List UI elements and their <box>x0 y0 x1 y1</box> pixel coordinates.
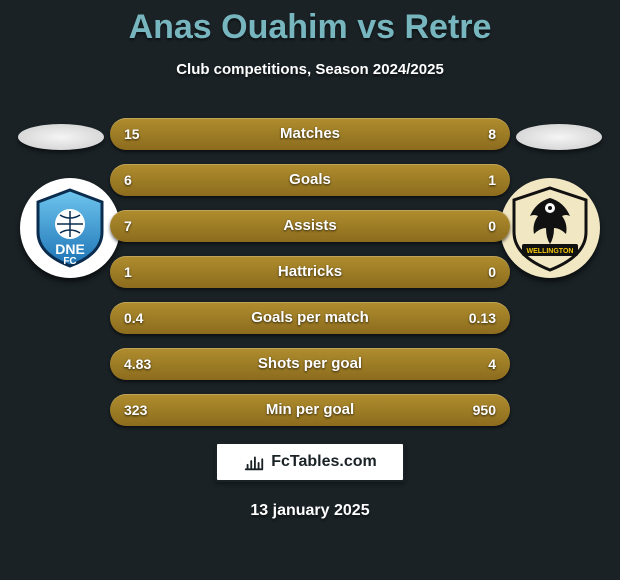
comparison-title: Anas Ouahim vs Retre <box>0 0 620 47</box>
stat-label: Hattricks <box>110 256 510 288</box>
stat-label: Assists <box>110 210 510 242</box>
svg-text:FC: FC <box>63 256 76 267</box>
stat-right-value: 0.13 <box>469 302 496 334</box>
stat-row: 4.83 Shots per goal 4 <box>110 348 510 380</box>
stat-label: Goals per match <box>110 302 510 334</box>
player1-name: Anas Ouahim <box>129 8 348 46</box>
stats-panel: 15 Matches 8 6 Goals 1 7 Assists 0 1 Hat… <box>110 118 510 440</box>
stat-row: 6 Goals 1 <box>110 164 510 196</box>
stat-row: 7 Assists 0 <box>110 210 510 242</box>
stat-row: 1 Hattricks 0 <box>110 256 510 288</box>
stat-row: 0.4 Goals per match 0.13 <box>110 302 510 334</box>
source-label: FcTables.com <box>271 453 377 471</box>
date-label: 13 january 2025 <box>0 502 620 520</box>
sydney-fc-icon: DNE FC <box>32 188 108 268</box>
team-left-logo: DNE FC <box>20 178 120 278</box>
stat-right-value: 0 <box>488 210 496 242</box>
stat-right-value: 1 <box>488 164 496 196</box>
stat-right-value: 8 <box>488 118 496 150</box>
bar-chart-icon <box>243 451 265 473</box>
svg-text:DNE: DNE <box>55 241 85 257</box>
vs-separator: vs <box>357 8 395 46</box>
team-right-logo: WELLINGTON <box>500 178 600 278</box>
stat-right-value: 950 <box>473 394 496 426</box>
stat-label: Min per goal <box>110 394 510 426</box>
decor-ellipse-left <box>18 124 104 150</box>
stat-right-value: 4 <box>488 348 496 380</box>
svg-text:WELLINGTON: WELLINGTON <box>527 248 574 255</box>
player2-name: Retre <box>404 8 491 46</box>
stat-row: 323 Min per goal 950 <box>110 394 510 426</box>
stat-row: 15 Matches 8 <box>110 118 510 150</box>
stat-label: Goals <box>110 164 510 196</box>
subtitle: Club competitions, Season 2024/2025 <box>0 61 620 78</box>
source-badge[interactable]: FcTables.com <box>215 442 405 482</box>
stat-label: Shots per goal <box>110 348 510 380</box>
stat-label: Matches <box>110 118 510 150</box>
wellington-phoenix-icon: WELLINGTON <box>508 184 592 272</box>
decor-ellipse-right <box>516 124 602 150</box>
stat-right-value: 0 <box>488 256 496 288</box>
